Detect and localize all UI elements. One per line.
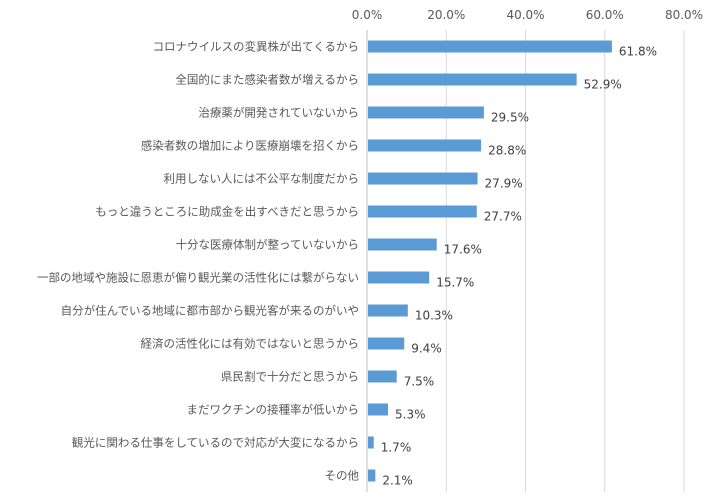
bar [368, 172, 478, 185]
data-label: 29.5% [491, 111, 529, 125]
data-label: 27.9% [485, 177, 523, 191]
category-label: 治療薬が開発されていないから [198, 106, 359, 120]
category-label: コロナウイルスの変異株が出てくるから [153, 40, 359, 54]
bar [368, 238, 437, 251]
category-label: 一部の地域や施設に恩恵が偏り観光業の活性化には繋がらない [37, 271, 359, 285]
category-label: まだワクチンの接種率が低いから [187, 403, 360, 417]
bar [368, 370, 397, 383]
data-label: 7.5% [404, 375, 435, 389]
category-label: 全国的にまた感染者数が増えるから [175, 73, 359, 87]
data-label: 52.9% [584, 78, 622, 92]
category-label: その他 [325, 469, 360, 483]
category-label: 県民割で十分だと思うから [221, 370, 359, 384]
bar [368, 271, 430, 284]
data-label: 10.3% [415, 309, 453, 323]
data-label: 2.1% [382, 474, 413, 488]
x-axis-ticks: 0.0% 20.0% 40.0% 60.0% 80.0% [352, 8, 703, 22]
data-label: 28.8% [488, 144, 526, 158]
bar [368, 205, 477, 218]
bar [368, 304, 408, 317]
data-label: 27.7% [484, 210, 522, 224]
data-label: 1.7% [381, 441, 412, 455]
category-label: 観光に関わる仕事をしているので対応が大変になるから [72, 436, 359, 450]
category-label: 感染者数の増加により医療崩壊を招くから [141, 139, 359, 153]
bar [368, 436, 374, 449]
bar [368, 40, 612, 53]
category-label: 十分な医療体制が整っていないから [176, 238, 359, 252]
bar [368, 106, 484, 119]
x-tick-label: 20.0% [427, 8, 465, 22]
data-label: 9.4% [411, 342, 442, 356]
category-label: もっと違うところに助成金を出すべきだと思うから [95, 205, 359, 219]
data-label: 15.7% [436, 276, 474, 290]
category-label: 自分が住んでいる地域に都市部から観光客が来るのがいや [61, 304, 359, 318]
category-label: 経済の活性化には有効ではないと思うから [141, 337, 360, 351]
x-tick-label: 80.0% [665, 8, 703, 22]
bar [368, 469, 376, 482]
x-tick-label: 60.0% [586, 8, 624, 22]
gridlines [366, 30, 685, 492]
x-tick-label: 40.0% [506, 8, 544, 22]
bar [368, 403, 389, 416]
data-label: 61.8% [619, 45, 657, 59]
data-label: 17.6% [444, 243, 482, 257]
x-tick-label: 0.0% [352, 8, 383, 22]
category-label: 利用しない人には不公平な制度だから [164, 172, 360, 186]
bar [368, 337, 405, 350]
bars: コロナウイルスの変異株が出てくるから 61.8% 全国的にまた感染者数が増えるから 5… [37, 40, 657, 488]
bar [368, 139, 482, 152]
data-label: 5.3% [395, 408, 426, 422]
bar [368, 73, 577, 86]
